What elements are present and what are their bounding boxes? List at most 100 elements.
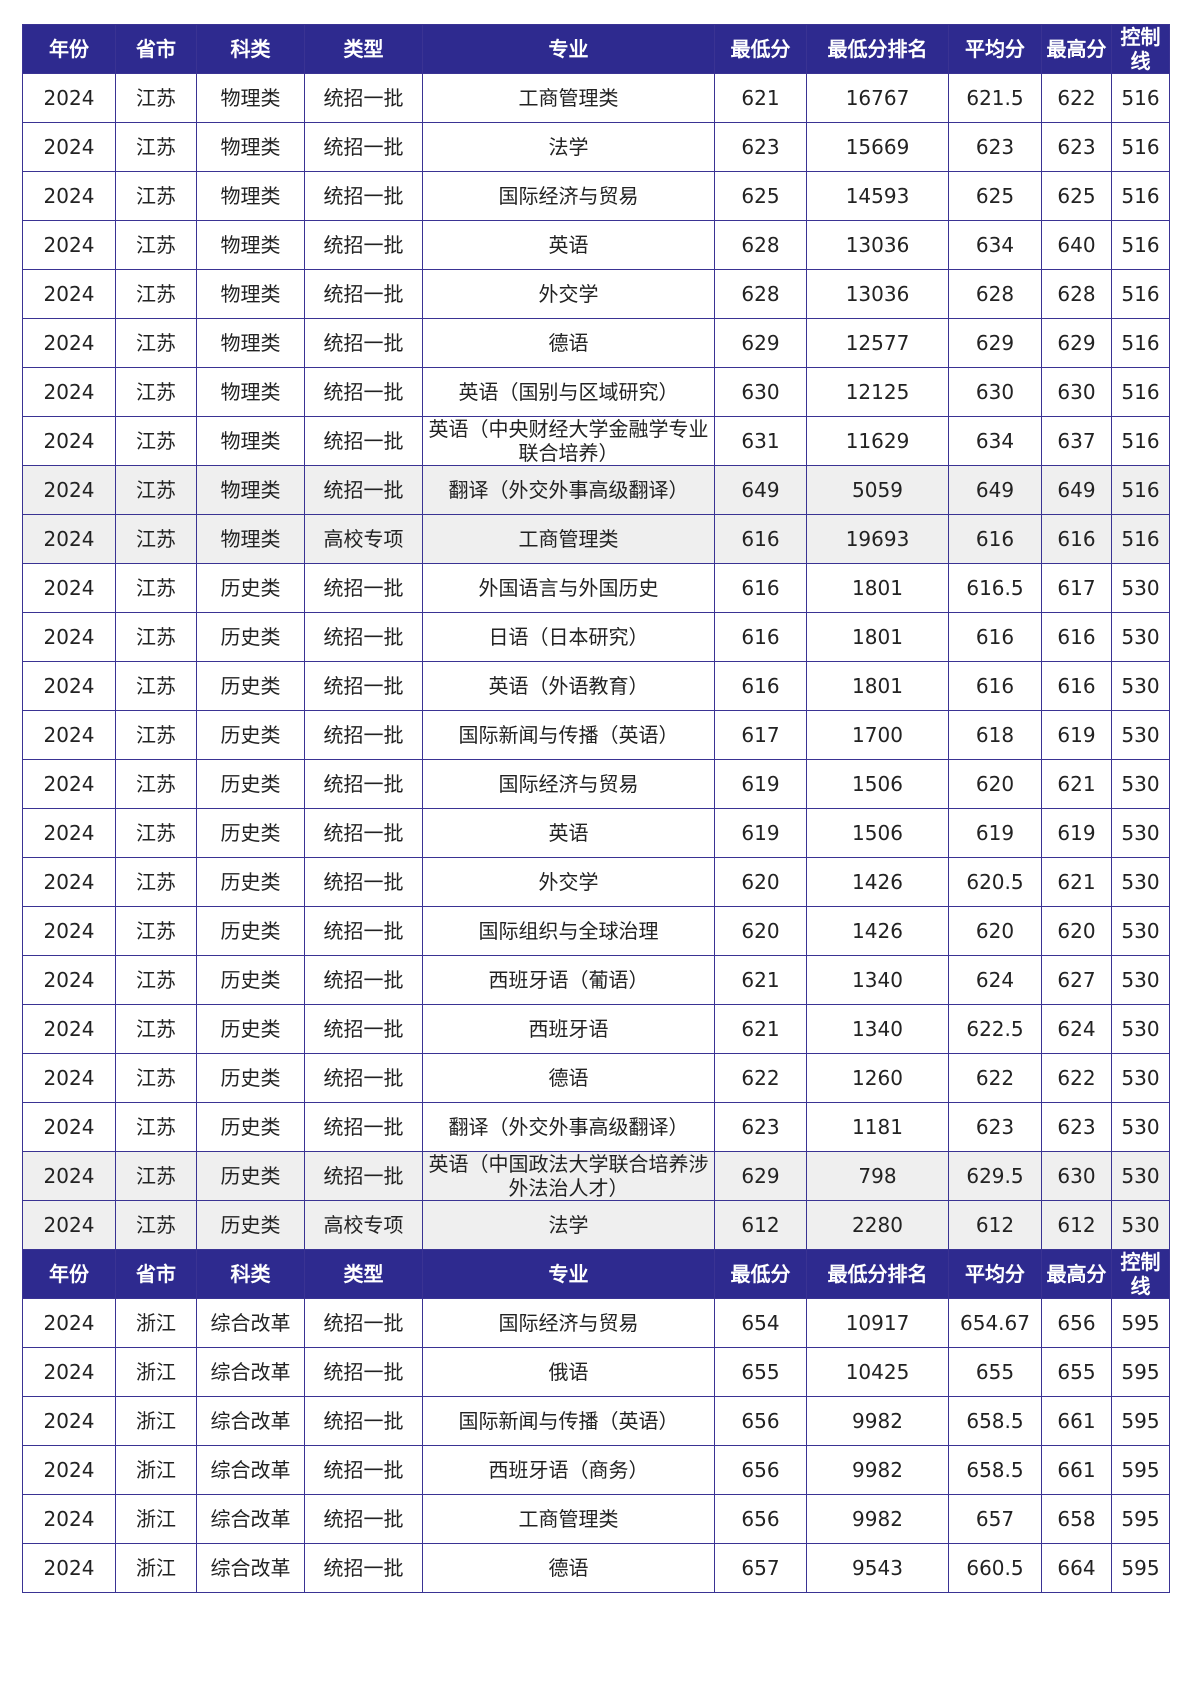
subject-cell: 物理类 <box>196 318 305 368</box>
subject-cell: 物理类 <box>196 220 305 270</box>
control-line-cell: 530 <box>1111 710 1170 760</box>
type-cell: 统招一批 <box>304 808 423 858</box>
table-row: 2024 浙江 综合改革 统招一批 国际新闻与传播（英语） 656 9982 658.5 661… <box>22 1396 1170 1446</box>
max-score-cell: 620 <box>1041 906 1112 956</box>
province-cell: 江苏 <box>115 367 197 417</box>
table-row: 2024 江苏 历史类 统招一批 国际经济与贸易 619 1506 620 621 530 <box>22 759 1170 809</box>
type-cell: 统招一批 <box>304 955 423 1005</box>
control-line-cell: 530 <box>1111 906 1170 956</box>
avg-score-cell: 655 <box>948 1347 1042 1397</box>
province-cell: 江苏 <box>115 171 197 221</box>
table-row: 2024 江苏 历史类 统招一批 日语（日本研究） 616 1801 616 616 530 <box>22 612 1170 662</box>
control-line-cell: 530 <box>1111 661 1170 711</box>
header-row: 年份 省市 科类 类型 专业 最低分 最低分排名 平均分 最高分 控制线 <box>22 24 1170 74</box>
type-cell: 高校专项 <box>304 1200 423 1250</box>
subject-cell: 物理类 <box>196 514 305 564</box>
control-line-cell: 516 <box>1111 367 1170 417</box>
avg-score-cell: 622 <box>948 1053 1042 1103</box>
min-score-cell: 629 <box>714 1151 807 1201</box>
min-rank-cell: 9982 <box>806 1445 949 1495</box>
avg-score-cell: 628 <box>948 269 1042 319</box>
control-line-cell: 595 <box>1111 1396 1170 1446</box>
province-cell: 浙江 <box>115 1543 197 1593</box>
type-cell: 统招一批 <box>304 1347 423 1397</box>
table-row: 2024 浙江 综合改革 统招一批 德语 657 9543 660.5 664 595 <box>22 1543 1170 1593</box>
min-score-cell: 657 <box>714 1543 807 1593</box>
major-cell: 翻译（外交外事高级翻译） <box>422 465 715 515</box>
major-cell: 英语（国别与区域研究） <box>422 367 715 417</box>
table-row: 2024 江苏 物理类 统招一批 外交学 628 13036 628 628 516 <box>22 269 1170 319</box>
major-cell: 英语（中央财经大学金融学专业联合培养） <box>422 416 715 466</box>
min-rank-cell: 15669 <box>806 122 949 172</box>
control-line-cell: 530 <box>1111 1151 1170 1201</box>
year-cell: 2024 <box>22 122 116 172</box>
header-province: 省市 <box>115 1249 197 1299</box>
control-line-cell: 530 <box>1111 612 1170 662</box>
control-line-cell: 516 <box>1111 318 1170 368</box>
type-cell: 统招一批 <box>304 1298 423 1348</box>
year-cell: 2024 <box>22 220 116 270</box>
year-cell: 2024 <box>22 1494 116 1544</box>
max-score-cell: 619 <box>1041 808 1112 858</box>
table-row: 2024 江苏 物理类 高校专项 工商管理类 616 19693 616 616 516 <box>22 514 1170 564</box>
control-line-cell: 516 <box>1111 465 1170 515</box>
max-score-cell: 655 <box>1041 1347 1112 1397</box>
control-line-cell: 595 <box>1111 1298 1170 1348</box>
avg-score-cell: 649 <box>948 465 1042 515</box>
max-score-cell: 616 <box>1041 661 1112 711</box>
min-rank-cell: 10917 <box>806 1298 949 1348</box>
province-cell: 江苏 <box>115 612 197 662</box>
avg-score-cell: 624 <box>948 955 1042 1005</box>
avg-score-cell: 616 <box>948 514 1042 564</box>
min-rank-cell: 19693 <box>806 514 949 564</box>
header-subject: 科类 <box>196 24 305 74</box>
min-score-cell: 628 <box>714 220 807 270</box>
header-type: 类型 <box>304 1249 423 1299</box>
min-rank-cell: 1801 <box>806 661 949 711</box>
year-cell: 2024 <box>22 318 116 368</box>
min-rank-cell: 9982 <box>806 1396 949 1446</box>
avg-score-cell: 658.5 <box>948 1396 1042 1446</box>
year-cell: 2024 <box>22 1151 116 1201</box>
min-rank-cell: 11629 <box>806 416 949 466</box>
subject-cell: 历史类 <box>196 563 305 613</box>
table-row: 2024 江苏 历史类 统招一批 西班牙语 621 1340 622.5 624 530 <box>22 1004 1170 1054</box>
major-cell: 德语 <box>422 318 715 368</box>
max-score-cell: 637 <box>1041 416 1112 466</box>
table-row: 2024 江苏 物理类 统招一批 翻译（外交外事高级翻译） 649 5059 649 649 51… <box>22 465 1170 515</box>
min-rank-cell: 1340 <box>806 1004 949 1054</box>
major-cell: 外交学 <box>422 857 715 907</box>
table-row: 2024 浙江 综合改革 统招一批 工商管理类 656 9982 657 658 595 <box>22 1494 1170 1544</box>
max-score-cell: 649 <box>1041 465 1112 515</box>
province-cell: 浙江 <box>115 1445 197 1495</box>
type-cell: 统招一批 <box>304 220 423 270</box>
header-min-score: 最低分 <box>714 24 807 74</box>
table-row: 2024 江苏 物理类 统招一批 国际经济与贸易 625 14593 625 625 516 <box>22 171 1170 221</box>
province-cell: 江苏 <box>115 1102 197 1152</box>
avg-score-cell: 623 <box>948 1102 1042 1152</box>
max-score-cell: 627 <box>1041 955 1112 1005</box>
province-cell: 江苏 <box>115 122 197 172</box>
year-cell: 2024 <box>22 808 116 858</box>
header-province: 省市 <box>115 24 197 74</box>
province-cell: 江苏 <box>115 563 197 613</box>
year-cell: 2024 <box>22 269 116 319</box>
avg-score-cell: 622.5 <box>948 1004 1042 1054</box>
max-score-cell: 661 <box>1041 1445 1112 1495</box>
min-score-cell: 619 <box>714 759 807 809</box>
year-cell: 2024 <box>22 857 116 907</box>
subject-cell: 历史类 <box>196 661 305 711</box>
type-cell: 高校专项 <box>304 514 423 564</box>
avg-score-cell: 634 <box>948 416 1042 466</box>
control-line-cell: 516 <box>1111 269 1170 319</box>
header-avg-score: 平均分 <box>948 1249 1042 1299</box>
min-rank-cell: 14593 <box>806 171 949 221</box>
subject-cell: 历史类 <box>196 759 305 809</box>
min-rank-cell: 1506 <box>806 759 949 809</box>
table-row: 2024 江苏 物理类 统招一批 工商管理类 621 16767 621.5 622 516 <box>22 73 1170 123</box>
table-row: 2024 江苏 物理类 统招一批 英语（中央财经大学金融学专业联合培养） 631 11629… <box>22 416 1170 466</box>
header-min-score: 最低分 <box>714 1249 807 1299</box>
header-control-line: 控制线 <box>1111 1249 1170 1299</box>
max-score-cell: 617 <box>1041 563 1112 613</box>
table-row: 2024 江苏 历史类 统招一批 外交学 620 1426 620.5 621 530 <box>22 857 1170 907</box>
